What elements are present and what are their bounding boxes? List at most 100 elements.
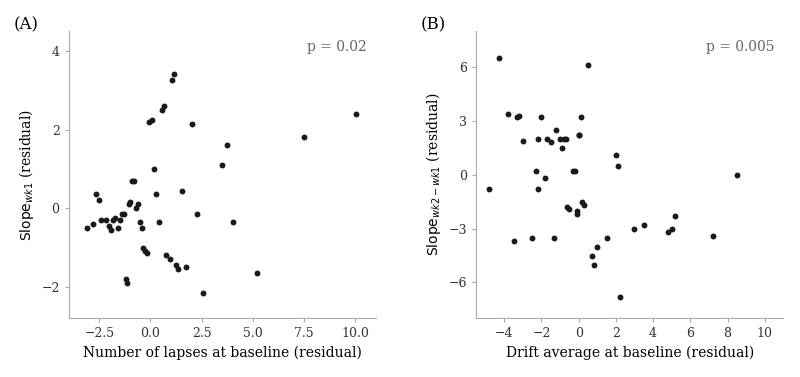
Point (628, 225, 641, 231)
Point (136, 225, 149, 231)
Text: p = 0.005: p = 0.005 (706, 40, 774, 54)
Point (159, 252, 172, 258)
Point (483, 186, 496, 192)
Point (559, 136, 572, 142)
Point (544, 139, 557, 146)
Point (196, 290, 209, 296)
Point (104, 227, 117, 233)
Point (517, 138, 530, 144)
Point (541, 136, 554, 142)
Point (114, 217, 126, 223)
Point (93, 197, 106, 203)
Point (106, 217, 119, 223)
Point (613, 294, 626, 300)
Text: (A): (A) (14, 17, 38, 34)
Point (216, 162, 229, 168)
Point (172, 266, 185, 272)
Point (118, 211, 130, 217)
X-axis label: Drift average at baseline (residual): Drift average at baseline (residual) (506, 346, 754, 360)
Point (163, 256, 176, 262)
Point (582, 62, 594, 68)
Point (507, 238, 520, 244)
Text: (B): (B) (421, 17, 446, 34)
Point (190, 211, 203, 217)
Point (147, 166, 160, 172)
Point (176, 187, 189, 193)
Point (513, 112, 526, 118)
Point (669, 213, 682, 219)
Point (170, 262, 182, 268)
Point (122, 201, 135, 207)
Point (137, 245, 150, 251)
Point (134, 219, 146, 225)
Point (86, 221, 99, 227)
Point (572, 132, 585, 138)
Point (600, 234, 613, 241)
Point (119, 276, 132, 282)
Point (548, 234, 561, 241)
Point (561, 204, 574, 210)
Point (526, 234, 538, 241)
Point (81, 225, 94, 231)
Point (666, 225, 678, 231)
Point (130, 205, 142, 211)
Point (610, 152, 622, 158)
Point (570, 211, 583, 217)
Point (558, 136, 570, 142)
Point (152, 219, 165, 225)
Point (706, 233, 719, 239)
Y-axis label: $\mathrm{Slope}_{wk1}$ (residual): $\mathrm{Slope}_{wk1}$ (residual) (17, 109, 36, 241)
Point (572, 132, 585, 138)
Point (132, 201, 145, 207)
Point (662, 229, 674, 235)
Point (180, 264, 193, 270)
Point (227, 219, 240, 225)
Point (95, 217, 108, 223)
Point (531, 186, 544, 192)
Text: p = 0.02: p = 0.02 (306, 40, 366, 54)
Point (298, 134, 310, 140)
Point (611, 163, 624, 169)
Y-axis label: $\mathrm{Slope}_{wk2-wk1}$ (residual): $\mathrm{Slope}_{wk2-wk1}$ (residual) (424, 93, 443, 256)
Point (221, 142, 234, 148)
Point (90, 192, 102, 198)
Point (554, 136, 566, 142)
Point (578, 202, 590, 208)
Point (587, 262, 600, 268)
Point (139, 248, 152, 254)
Point (531, 136, 544, 142)
Point (155, 107, 168, 113)
Point (168, 71, 181, 77)
Point (566, 168, 579, 174)
Point (102, 223, 115, 229)
Point (121, 280, 134, 286)
Point (511, 114, 524, 120)
Point (145, 116, 158, 123)
Point (126, 178, 138, 184)
Point (555, 145, 568, 151)
Point (576, 199, 589, 205)
Point (586, 253, 598, 259)
Point (591, 244, 604, 250)
Point (530, 168, 542, 174)
Point (563, 206, 576, 212)
Point (250, 270, 263, 276)
Point (569, 168, 582, 174)
Point (141, 250, 154, 256)
Point (158, 103, 170, 109)
Point (100, 217, 113, 223)
Point (150, 192, 162, 198)
Point (574, 114, 587, 120)
Point (124, 199, 137, 205)
Point (638, 222, 650, 228)
Point (350, 111, 362, 117)
Point (166, 77, 178, 83)
Point (186, 121, 199, 127)
Point (143, 119, 156, 125)
Point (730, 172, 743, 178)
Point (115, 211, 128, 217)
Point (111, 225, 124, 231)
Point (570, 208, 583, 214)
Point (128, 178, 141, 184)
X-axis label: Number of lapses at baseline (residual): Number of lapses at baseline (residual) (82, 346, 362, 360)
